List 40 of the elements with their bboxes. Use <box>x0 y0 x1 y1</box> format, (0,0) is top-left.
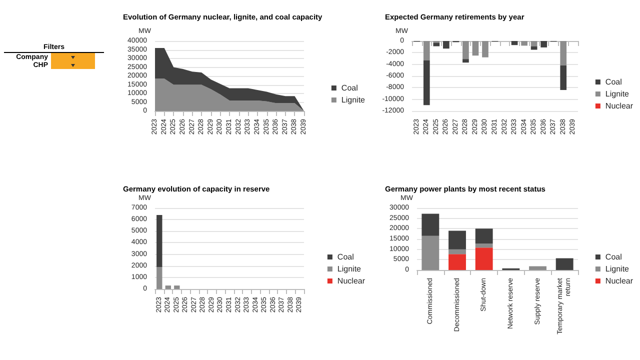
bar <box>511 41 518 46</box>
bar <box>530 41 538 46</box>
bar <box>462 41 469 60</box>
bar <box>482 41 488 58</box>
bar <box>475 248 493 270</box>
bar <box>560 66 567 90</box>
bar <box>156 267 162 289</box>
bar <box>174 286 180 289</box>
legend-label: Coal <box>605 78 622 86</box>
bar <box>472 41 479 56</box>
bar <box>165 286 171 289</box>
bar <box>422 236 440 270</box>
bar <box>540 41 547 48</box>
bar <box>475 228 493 244</box>
bar <box>521 41 528 46</box>
legend-label: Nuclear <box>605 102 634 110</box>
legend-label: Coal <box>337 252 354 262</box>
bar <box>475 244 493 248</box>
bar <box>556 258 574 270</box>
bar <box>156 214 162 268</box>
legend-label: Nuclear <box>337 276 366 286</box>
bar <box>448 254 466 270</box>
legend-label: Coal <box>341 84 358 92</box>
legend-label: Coal <box>605 252 622 262</box>
legend-label: Lignite <box>337 264 362 274</box>
legend-label: Nuclear <box>605 276 634 286</box>
bar <box>422 214 440 236</box>
legend-label: Lignite <box>341 96 366 104</box>
bar <box>448 230 466 250</box>
legend-label: Lignite <box>605 264 630 274</box>
bar <box>529 266 546 270</box>
bar <box>448 249 466 254</box>
bar <box>423 60 430 106</box>
bar <box>433 42 440 46</box>
bar <box>462 59 469 63</box>
bar <box>423 41 430 60</box>
bar <box>560 41 567 66</box>
legend-label: Lignite <box>605 90 630 98</box>
bar <box>443 41 450 49</box>
bar <box>530 46 538 50</box>
